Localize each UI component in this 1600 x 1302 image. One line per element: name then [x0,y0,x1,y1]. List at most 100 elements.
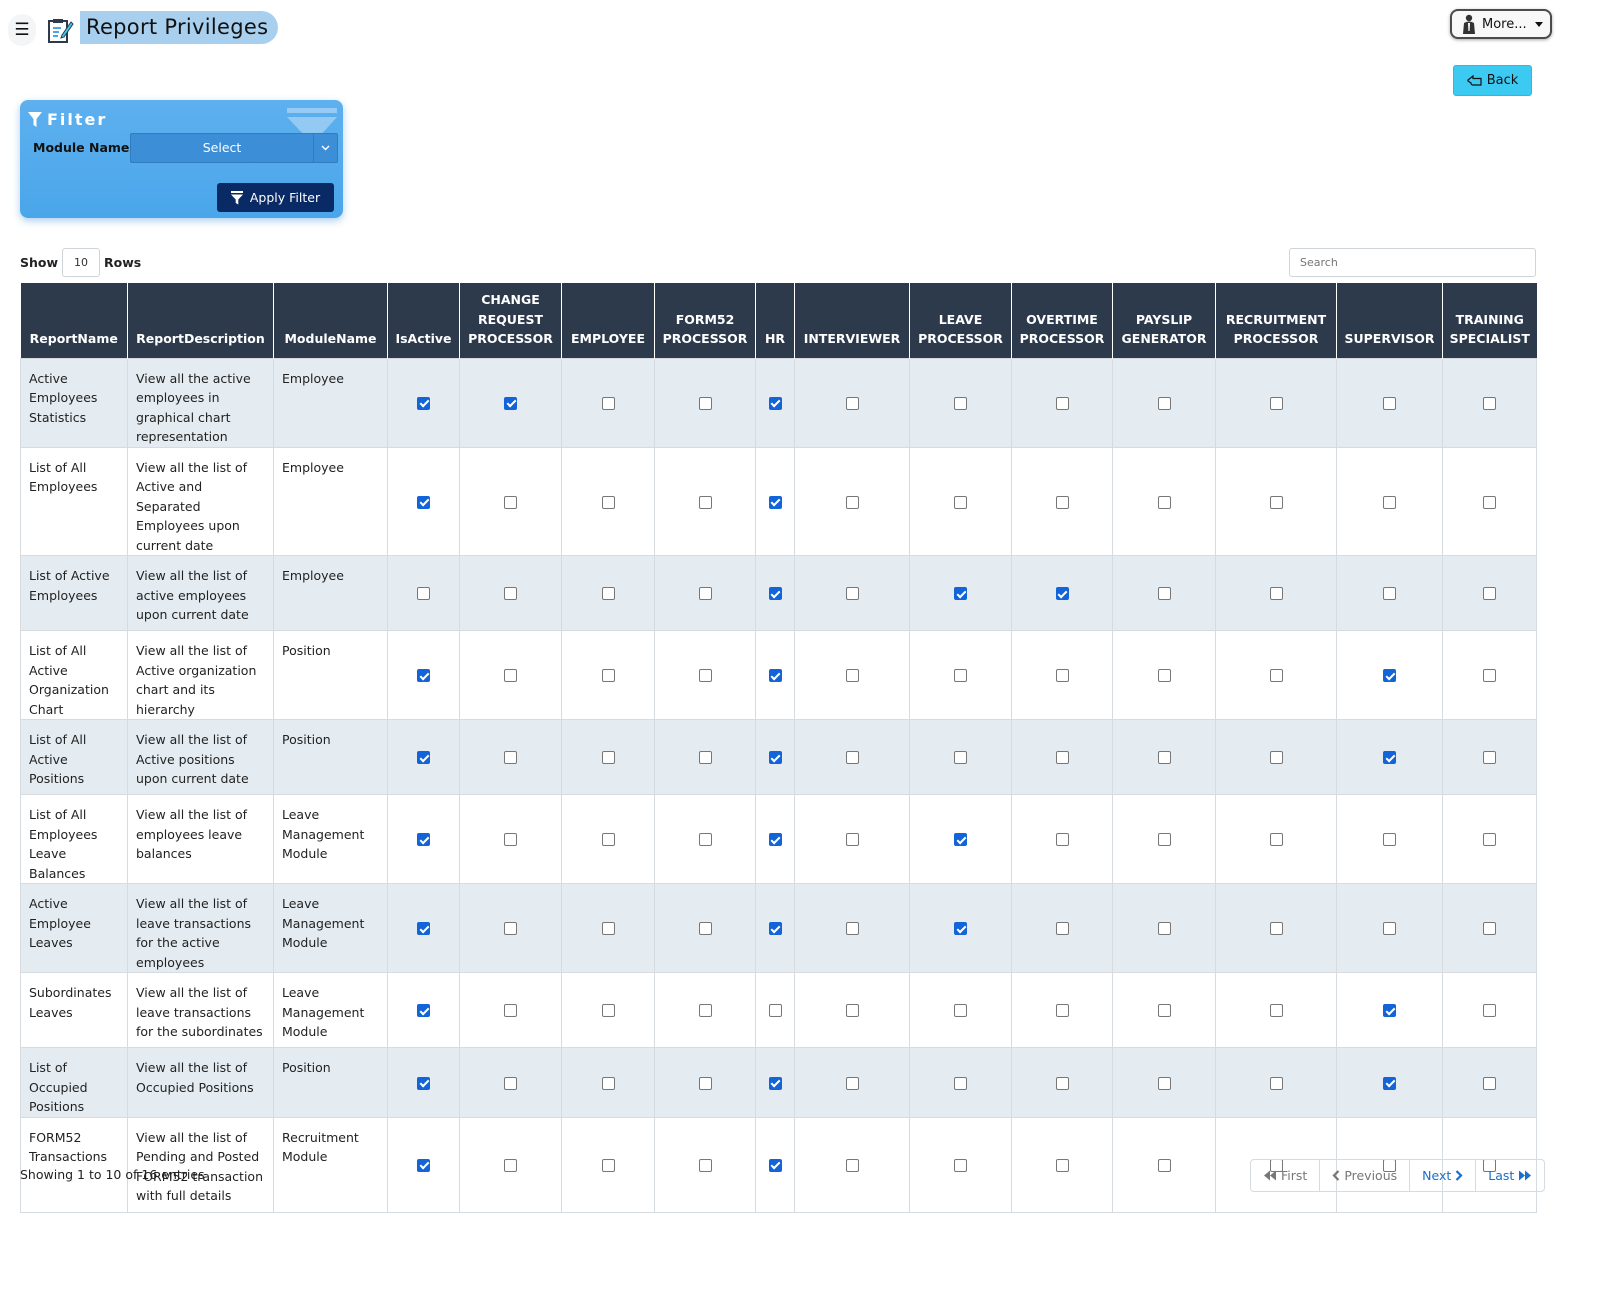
hr-checkbox[interactable] [768,922,782,936]
hr-checkbox[interactable] [768,1076,782,1090]
supervisor-checkbox[interactable] [1383,396,1396,410]
form52-processor-checkbox[interactable] [698,587,712,601]
change-request-processor-checkbox[interactable] [504,587,517,601]
leave-processor-checkbox[interactable] [954,922,967,936]
is-active-checkbox[interactable] [417,587,430,601]
training-specialist-checkbox[interactable] [1483,587,1496,601]
supervisor-checkbox[interactable] [1383,833,1396,847]
column-header-leave-processor[interactable]: LEAVE PROCESSOR [909,283,1012,358]
training-specialist-checkbox[interactable] [1483,495,1496,509]
training-specialist-checkbox[interactable] [1483,751,1496,765]
hr-checkbox[interactable] [768,751,782,765]
overtime-processor-checkbox[interactable] [1055,1076,1069,1090]
supervisor-checkbox[interactable] [1383,495,1396,509]
payslip-generator-checkbox[interactable] [1157,922,1171,936]
interviewer-checkbox[interactable] [845,1076,859,1090]
column-header-recruitment-processor[interactable]: RECRUITMENT PROCESSOR [1215,283,1337,358]
leave-processor-checkbox[interactable] [954,669,967,683]
column-header-training-specialist[interactable]: TRAINING SPECIALIST [1442,283,1537,358]
more-menu-button[interactable]: More... [1450,9,1552,39]
hamburger-menu-button[interactable]: ☰ [8,14,36,46]
is-active-checkbox[interactable] [417,1004,430,1018]
payslip-generator-checkbox[interactable] [1157,495,1171,509]
training-specialist-checkbox[interactable] [1483,1004,1496,1018]
overtime-processor-checkbox[interactable] [1055,751,1069,765]
search-input[interactable] [1289,248,1536,277]
interviewer-checkbox[interactable] [845,396,859,410]
change-request-processor-checkbox[interactable] [504,1076,517,1090]
interviewer-checkbox[interactable] [845,495,859,509]
leave-processor-checkbox[interactable] [954,1004,967,1018]
employee-checkbox[interactable] [601,922,615,936]
is-active-checkbox[interactable] [417,922,430,936]
column-header-module-name[interactable]: ModuleName [273,283,388,358]
payslip-generator-checkbox[interactable] [1157,1076,1171,1090]
hr-checkbox[interactable] [768,669,782,683]
rows-per-page-input[interactable]: 10 [62,248,101,277]
form52-processor-checkbox[interactable] [698,669,712,683]
recruitment-processor-checkbox[interactable] [1269,587,1283,601]
interviewer-checkbox[interactable] [845,669,859,683]
overtime-processor-checkbox[interactable] [1055,1004,1069,1018]
overtime-processor-checkbox[interactable] [1055,396,1069,410]
recruitment-processor-checkbox[interactable] [1269,669,1283,683]
is-active-checkbox[interactable] [417,1158,430,1172]
interviewer-checkbox[interactable] [845,922,859,936]
payslip-generator-checkbox[interactable] [1157,587,1171,601]
overtime-processor-checkbox[interactable] [1055,1158,1069,1172]
last-page-button[interactable]: Last [1476,1160,1544,1191]
employee-checkbox[interactable] [601,751,615,765]
column-header-supervisor[interactable]: SUPERVISOR [1336,283,1443,358]
form52-processor-checkbox[interactable] [698,495,712,509]
employee-checkbox[interactable] [601,1004,615,1018]
hr-checkbox[interactable] [768,396,782,410]
is-active-checkbox[interactable] [417,495,430,509]
recruitment-processor-checkbox[interactable] [1269,833,1283,847]
interviewer-checkbox[interactable] [845,1158,859,1172]
column-header-is-active[interactable]: IsActive [387,283,460,358]
employee-checkbox[interactable] [601,833,615,847]
supervisor-checkbox[interactable] [1383,1076,1396,1090]
back-button[interactable]: Back [1453,65,1532,96]
form52-processor-checkbox[interactable] [698,751,712,765]
column-header-payslip-generator[interactable]: PAYSLIP GENERATOR [1112,283,1216,358]
training-specialist-checkbox[interactable] [1483,1076,1496,1090]
overtime-processor-checkbox[interactable] [1055,833,1069,847]
overtime-processor-checkbox[interactable] [1055,669,1069,683]
change-request-processor-checkbox[interactable] [504,751,517,765]
column-header-form52-processor[interactable]: FORM52 PROCESSOR [654,283,756,358]
interviewer-checkbox[interactable] [845,1004,859,1018]
payslip-generator-checkbox[interactable] [1157,669,1171,683]
training-specialist-checkbox[interactable] [1483,833,1496,847]
first-page-button[interactable]: First [1251,1160,1321,1191]
change-request-processor-checkbox[interactable] [504,833,517,847]
change-request-processor-checkbox[interactable] [504,495,517,509]
next-page-button[interactable]: Next [1410,1160,1477,1191]
leave-processor-checkbox[interactable] [954,1158,967,1172]
payslip-generator-checkbox[interactable] [1157,751,1171,765]
recruitment-processor-checkbox[interactable] [1269,1004,1283,1018]
supervisor-checkbox[interactable] [1383,1004,1396,1018]
supervisor-checkbox[interactable] [1383,922,1396,936]
column-header-hr[interactable]: HR [755,283,795,358]
supervisor-checkbox[interactable] [1383,669,1396,683]
form52-processor-checkbox[interactable] [698,1158,712,1172]
form52-processor-checkbox[interactable] [698,1004,712,1018]
recruitment-processor-checkbox[interactable] [1269,1076,1283,1090]
leave-processor-checkbox[interactable] [954,751,967,765]
payslip-generator-checkbox[interactable] [1157,1004,1171,1018]
is-active-checkbox[interactable] [417,1076,430,1090]
supervisor-checkbox[interactable] [1383,751,1396,765]
hr-checkbox[interactable] [768,833,782,847]
leave-processor-checkbox[interactable] [954,396,967,410]
employee-checkbox[interactable] [601,396,615,410]
hr-checkbox[interactable] [768,495,782,509]
apply-filter-button[interactable]: Apply Filter [217,183,334,212]
change-request-processor-checkbox[interactable] [504,1158,517,1172]
recruitment-processor-checkbox[interactable] [1269,751,1283,765]
leave-processor-checkbox[interactable] [954,833,967,847]
is-active-checkbox[interactable] [417,396,430,410]
interviewer-checkbox[interactable] [845,751,859,765]
hr-checkbox[interactable] [768,1158,782,1172]
module-name-select[interactable]: Select [130,133,338,163]
